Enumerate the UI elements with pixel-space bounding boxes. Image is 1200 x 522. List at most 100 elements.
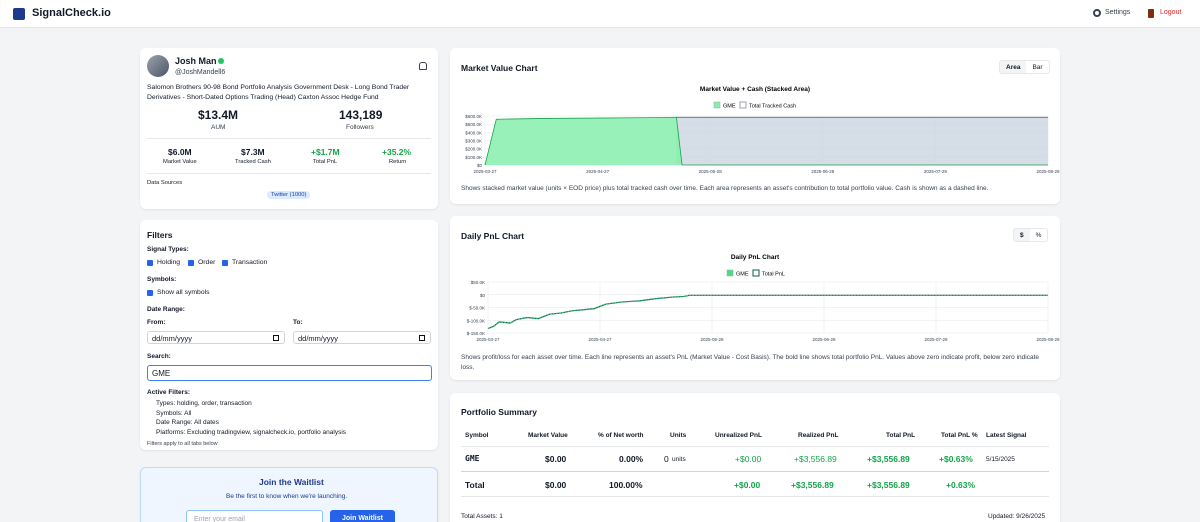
- logo-icon[interactable]: [13, 8, 25, 20]
- market-value-cell: $0.00: [545, 480, 567, 490]
- daily-pnl-title: Daily PnL Chart: [461, 231, 525, 241]
- realized-cell: +$3,556.89: [791, 480, 834, 490]
- x-tick-label: 2025-03-27: [476, 337, 500, 342]
- source-badge[interactable]: Twitter (1000): [267, 191, 311, 199]
- x-tick-label: 2025-06-28: [812, 337, 836, 342]
- dollar-toggle[interactable]: $: [1014, 229, 1030, 241]
- total-pnl-line: [487, 294, 1048, 330]
- aum-value: $13.4M: [198, 108, 239, 122]
- x-tick-label: 2025-05-28: [699, 169, 723, 174]
- market-chart-toggle: Area Bar: [999, 60, 1050, 74]
- y-tick-label: $400.0K: [465, 130, 482, 135]
- stat-return-label: Return: [389, 159, 407, 165]
- filters-card: Filters Signal Types: Holding Order Tran…: [140, 220, 438, 450]
- order-checkbox[interactable]: [188, 260, 194, 266]
- x-tick-label: 2025-08-29: [1036, 169, 1060, 174]
- followers-value: 143,189: [339, 108, 383, 122]
- portfolio-summary-card: Portfolio Summary Symbol Market Value % …: [450, 393, 1060, 522]
- header-unrealized-pnl: Unrealized PnL: [715, 432, 762, 439]
- active-filter-item: Date Range: All dates: [156, 419, 219, 426]
- calendar-icon[interactable]: [273, 335, 279, 341]
- cash-area: [676, 117, 1048, 165]
- y-tick-label: $100.0K: [465, 155, 482, 160]
- daily-pnl-description: Shows profit/loss for each asset over ti…: [461, 354, 1039, 371]
- total-pnl-pct-cell: +0.63%: [946, 480, 976, 490]
- y-tick-label: $300.0K: [465, 139, 482, 144]
- profile-name: Josh Man: [175, 56, 217, 66]
- market-value-chart: Market Value + Cash (Stacked Area) GME Tot…: [465, 86, 1060, 174]
- market-value-description: Shows stacked market value (units × EOD …: [461, 185, 989, 192]
- date-range-label: Date Range:: [147, 306, 185, 313]
- daily-pnl-chart: Daily PnL Chart GME Total PnL $50.0K $0 $-50.…: [467, 254, 1060, 342]
- y-tick-label: $-50.0K: [469, 306, 485, 311]
- active-filter-item: Symbols: All: [156, 410, 192, 417]
- pnl-chart-toggle: $ %: [1013, 228, 1049, 242]
- market-value-title: Market Value Chart: [461, 63, 538, 73]
- gear-icon[interactable]: [1093, 9, 1101, 17]
- header-total-pnl-pct: Total PnL %: [941, 432, 978, 439]
- show-all-symbols-checkbox[interactable]: [147, 290, 153, 296]
- header-total-pnl: Total PnL: [886, 432, 916, 439]
- email-input[interactable]: Enter your email: [186, 510, 323, 522]
- active-filters-label: Active Filters:: [147, 389, 190, 396]
- x-tick-label: 2025-07-29: [924, 169, 948, 174]
- gme-area: [485, 117, 1048, 165]
- logout-icon[interactable]: [1148, 9, 1154, 18]
- y-tick-label: $600.0K: [465, 114, 482, 119]
- x-tick-label: 2025-05-28: [700, 337, 724, 342]
- y-tick-label: $0: [477, 163, 483, 168]
- bell-icon[interactable]: [419, 62, 427, 70]
- total-pnl-pct-cell: +$0.63%: [939, 454, 973, 464]
- waitlist-subtitle: Be the first to know when we're launchin…: [226, 493, 348, 500]
- total-assets: Total Assets: 1: [461, 513, 503, 520]
- legend-swatch: [752, 269, 760, 277]
- calendar-icon[interactable]: [419, 335, 425, 341]
- logout-link[interactable]: Logout: [1160, 9, 1182, 16]
- profile-card: Josh Man @JoshMandell6 Salomon Brothers …: [140, 48, 438, 209]
- x-tick-label: 2025-08-29: [1036, 337, 1060, 342]
- market-value-card: Market Value Chart Area Bar Market Value…: [450, 48, 1060, 204]
- y-tick-label: $50.0K: [471, 280, 485, 285]
- stat-total-pnl-label: Total PnL: [313, 159, 338, 165]
- legend-label: GME: [736, 272, 749, 278]
- bar-toggle[interactable]: Bar: [1032, 64, 1043, 71]
- header-market-value: Market Value: [528, 432, 568, 439]
- followers-label: Followers: [346, 124, 374, 131]
- y-tick-label: $500.0K: [465, 122, 482, 127]
- percent-toggle[interactable]: %: [1035, 232, 1042, 239]
- portfolio-summary-title: Portfolio Summary: [461, 407, 538, 417]
- symbol-cell[interactable]: GME: [465, 454, 480, 463]
- join-waitlist-button[interactable]: Join Waitlist: [330, 510, 395, 522]
- signal-types-label: Signal Types:: [147, 246, 189, 253]
- daily-pnl-card: Daily PnL Chart $ % Daily PnL Chart GME To…: [450, 216, 1060, 380]
- active-filter-item: Platforms: Excluding tradingview, signal…: [156, 429, 347, 436]
- symbols-label: Symbols:: [147, 276, 177, 283]
- chart-title: Daily PnL Chart: [731, 254, 780, 261]
- verified-icon: [218, 58, 224, 64]
- profile-bio: Salomon Brothers 90-98 Bond Portfolio An…: [147, 84, 410, 101]
- x-tick-label: 2025-03-27: [473, 169, 497, 174]
- stat-market-value-label: Market Value: [163, 159, 197, 165]
- total-pnl-cell: +$3,556.89: [867, 454, 910, 464]
- x-tick-label: 2025-06-28: [811, 169, 835, 174]
- area-toggle[interactable]: Area: [1000, 61, 1027, 73]
- symbol-cell: Total: [465, 480, 485, 490]
- transaction-checkbox[interactable]: [222, 260, 228, 266]
- header-pct-net-worth: % of Net worth: [598, 432, 644, 439]
- from-date-input[interactable]: dd/mm/yyyy: [147, 331, 285, 344]
- settings-link[interactable]: Settings: [1105, 9, 1131, 16]
- holding-checkbox[interactable]: [147, 260, 153, 266]
- holding-label: Holding: [157, 259, 181, 266]
- realized-cell: +$3,556.89: [794, 454, 837, 464]
- brand-name[interactable]: SignalCheck.io: [32, 7, 111, 19]
- header-symbol: Symbol: [465, 432, 489, 439]
- to-date-input[interactable]: dd/mm/yyyy: [293, 331, 431, 344]
- x-tick-label: 2025-04-27: [586, 169, 610, 174]
- updated-date: Updated: 9/26/2025: [988, 513, 1046, 520]
- stat-tracked-cash-label: Tracked Cash: [235, 159, 271, 165]
- unrealized-cell: +$0.00: [735, 454, 762, 464]
- search-input[interactable]: GME: [147, 365, 432, 381]
- stat-return: +35.2%: [382, 147, 412, 157]
- stat-tracked-cash: $7.3M: [241, 147, 265, 157]
- from-label: From:: [147, 319, 166, 326]
